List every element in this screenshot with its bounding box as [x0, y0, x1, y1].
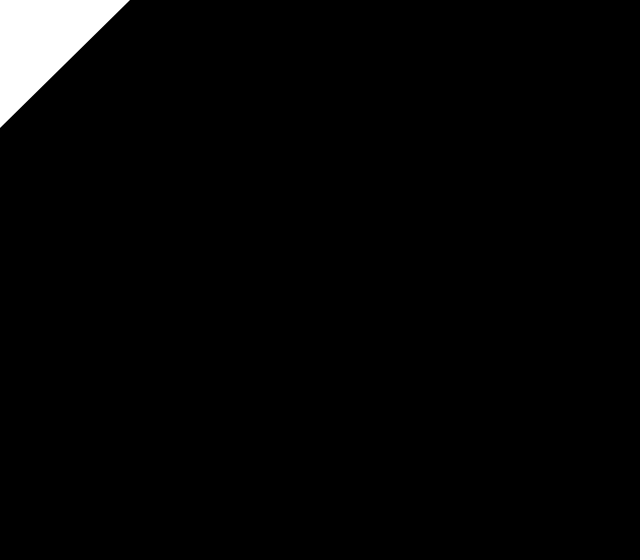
- area-chart: [0, 0, 640, 560]
- infographic: [0, 0, 640, 560]
- background-panel: [0, 0, 640, 560]
